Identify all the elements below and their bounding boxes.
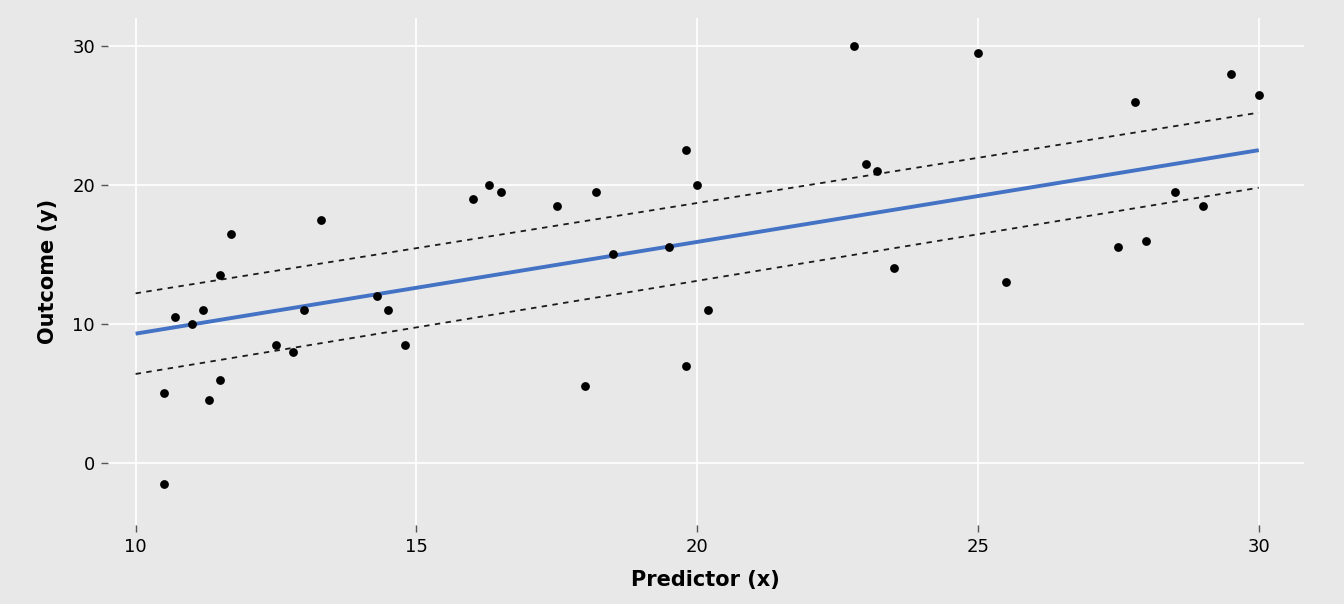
Point bbox=[210, 374, 231, 384]
Point bbox=[198, 396, 219, 405]
Point bbox=[698, 305, 719, 315]
Point bbox=[1125, 97, 1146, 106]
Point bbox=[574, 382, 595, 391]
Point bbox=[602, 249, 624, 259]
Point bbox=[265, 340, 286, 350]
Point bbox=[996, 277, 1017, 287]
Point bbox=[210, 271, 231, 280]
Point bbox=[866, 166, 887, 176]
Point bbox=[220, 229, 242, 239]
Point bbox=[1249, 90, 1270, 100]
Point bbox=[192, 305, 214, 315]
Point bbox=[546, 201, 567, 211]
Point bbox=[586, 187, 607, 197]
Point bbox=[1164, 187, 1185, 197]
Point bbox=[687, 180, 708, 190]
Point bbox=[675, 361, 696, 370]
Point bbox=[968, 48, 989, 58]
Point bbox=[282, 347, 304, 356]
Point bbox=[1107, 243, 1129, 252]
Point bbox=[659, 243, 680, 252]
Point bbox=[489, 187, 511, 197]
Y-axis label: Outcome (y): Outcome (y) bbox=[39, 199, 58, 344]
Point bbox=[844, 41, 866, 51]
Point bbox=[181, 319, 203, 329]
Point bbox=[1136, 236, 1157, 245]
Point bbox=[153, 388, 175, 398]
Point bbox=[478, 180, 500, 190]
Point bbox=[378, 305, 399, 315]
X-axis label: Predictor (x): Predictor (x) bbox=[632, 570, 780, 590]
Point bbox=[394, 340, 415, 350]
Point bbox=[1192, 201, 1214, 211]
Point bbox=[1220, 69, 1242, 79]
Point bbox=[153, 479, 175, 489]
Point bbox=[164, 312, 185, 322]
Point bbox=[855, 159, 876, 169]
Point bbox=[367, 291, 388, 301]
Point bbox=[883, 263, 905, 273]
Point bbox=[462, 194, 484, 204]
Point bbox=[675, 146, 696, 155]
Point bbox=[310, 215, 332, 225]
Point bbox=[293, 305, 314, 315]
